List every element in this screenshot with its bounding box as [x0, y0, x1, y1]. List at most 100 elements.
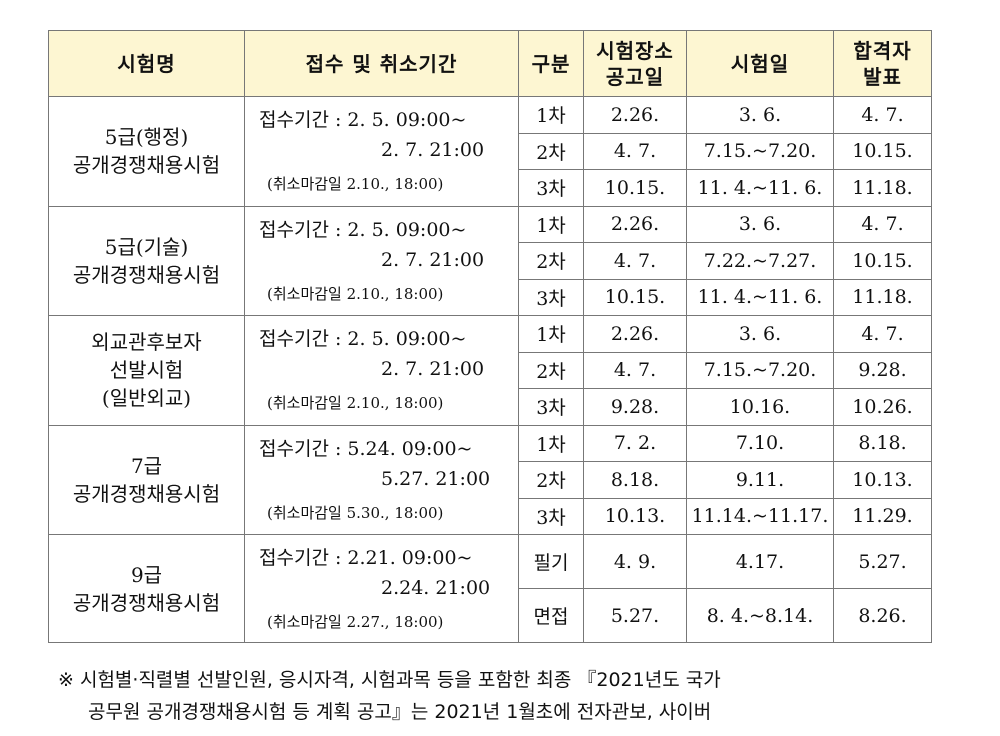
table-row: 면접 5.27. 8. 4.~8.14. 8.26.: [49, 588, 932, 643]
registration-period-cell: 접수기간 : 2. 5. 09:00~ 2. 7. 21:00 (취소마감일 2.1…: [244, 96, 519, 207]
exam-date-cell: 7.10.: [686, 424, 834, 462]
table-row: 2차 4. 7. 7.15.~7.20. 9.28.: [49, 351, 932, 389]
stage-cell: 3차: [518, 497, 584, 535]
result-date-cell: 8.26.: [833, 588, 932, 643]
exam-date-cell: 10.16.: [686, 388, 834, 426]
exam-name-line: 5급(기술): [104, 234, 189, 259]
stage-cell: 1차: [518, 424, 584, 462]
stage-cell: 면접: [518, 588, 584, 643]
venue-notice-cell: 4. 7.: [583, 132, 687, 170]
result-date-cell: 11.18.: [833, 278, 932, 316]
registration-end: 5.27. 21:00: [381, 467, 491, 490]
result-date-cell: 10.15.: [833, 132, 932, 170]
exam-name-cell: 7급 공개경쟁채용시험: [48, 424, 245, 535]
header-venue-notice: 시험장소 공고일: [583, 30, 687, 97]
table-row: 2차 4. 7. 7.22.~7.27. 10.15.: [49, 242, 932, 280]
footnote-line-2: 공무원 공개경쟁채용시험 등 계획 공고』는 2021년 1월초에 전자관보, …: [88, 701, 712, 723]
stage-cell: 2차: [518, 351, 584, 389]
exam-date-cell: 7.15.~7.20.: [686, 351, 834, 389]
registration-start: 접수기간 : 5.24. 09:00~: [259, 437, 473, 460]
footnote-line-1: ※ 시험별·직렬별 선발인원, 응시자격, 시험과목 등을 포함한 최종 『20…: [58, 669, 721, 691]
registration-start: 접수기간 : 2. 5. 09:00~: [259, 109, 467, 132]
table-row: 2차 4. 7. 7.15.~7.20. 10.15.: [49, 132, 932, 170]
exam-name-line: 외교관후보자: [91, 330, 202, 355]
venue-notice-cell: 10.15.: [583, 169, 687, 207]
exam-date-cell: 7.15.~7.20.: [686, 132, 834, 170]
header-exam-name: 시험명: [48, 30, 245, 97]
table-row: 7급 공개경쟁채용시험 접수기간 : 5.24. 09:00~ 5.27. 21:00…: [48, 424, 932, 535]
table-row: 5급(행정) 공개경쟁채용시험 접수기간 : 2. 5. 09:00~ 2. 7. 2…: [48, 96, 932, 207]
table-row: 3차 10.15. 11. 4.~11. 6. 11.18.: [49, 278, 932, 316]
result-date-cell: 11.18.: [833, 169, 932, 207]
registration-end: 2. 7. 21:00: [381, 358, 485, 381]
exam-date-cell: 3. 6.: [686, 315, 834, 353]
exam-name-line: 공개경쟁채용시험: [72, 590, 221, 615]
stage-cell: 2차: [518, 242, 584, 280]
venue-notice-cell: 2.26.: [583, 96, 687, 134]
venue-notice-cell: 10.13.: [583, 497, 687, 535]
venue-notice-cell: 2.26.: [583, 205, 687, 243]
exam-name-line: (일반외교): [101, 386, 192, 411]
exam-name-line: 공개경쟁채용시험: [72, 481, 221, 506]
registration-end: 2. 7. 21:00: [381, 139, 485, 162]
venue-notice-cell: 9.28.: [583, 388, 687, 426]
exam-name-line: 선발시험: [109, 358, 184, 383]
stage-cell: 3차: [518, 169, 584, 207]
stage-cell: 1차: [518, 205, 584, 243]
table-row: 3차 10.15. 11. 4.~11. 6. 11.18.: [49, 169, 932, 207]
registration-period-cell: 접수기간 : 2. 5. 09:00~ 2. 7. 21:00 (취소마감일 2.1…: [244, 315, 519, 426]
registration-start: 접수기간 : 2. 5. 09:00~: [259, 218, 467, 241]
exam-date-cell: 11.14.~11.17.: [686, 497, 834, 535]
result-date-cell: 9.28.: [833, 351, 932, 389]
result-date-cell: 4. 7.: [833, 205, 932, 243]
registration-period-cell: 접수기간 : 2. 5. 09:00~ 2. 7. 21:00 (취소마감일 2.1…: [244, 205, 519, 316]
stage-cell: 1차: [518, 96, 584, 134]
footnote: ※ 시험별·직렬별 선발인원, 응시자격, 시험과목 등을 포함한 최종 『20…: [58, 664, 938, 728]
exam-name-cell: 5급(행정) 공개경쟁채용시험: [48, 96, 245, 207]
exam-date-cell: 3. 6.: [686, 96, 834, 134]
exam-name-line: 공개경쟁채용시험: [72, 262, 221, 287]
result-date-cell: 10.15.: [833, 242, 932, 280]
cancel-deadline: (취소마감일 2.10., 18:00): [267, 394, 444, 413]
stage-cell: 2차: [518, 132, 584, 170]
venue-notice-cell: 4. 9.: [583, 534, 687, 589]
cancel-deadline: (취소마감일 2.10., 18:00): [267, 175, 444, 194]
exam-date-cell: 11. 4.~11. 6.: [686, 278, 834, 316]
stage-cell: 1차: [518, 315, 584, 353]
venue-notice-cell: 8.18.: [583, 461, 687, 499]
exam-name-line: 공개경쟁채용시험: [72, 153, 221, 178]
cancel-deadline: (취소마감일 5.30., 18:00): [267, 503, 444, 522]
header-stage: 구분: [518, 30, 584, 97]
exam-name-cell: 5급(기술) 공개경쟁채용시험: [48, 205, 245, 316]
exam-name-line: 5급(행정): [104, 125, 189, 150]
table-row: 2차 8.18. 9.11. 10.13.: [49, 461, 932, 499]
result-date-cell: 5.27.: [833, 534, 932, 589]
venue-notice-cell: 2.26.: [583, 315, 687, 353]
registration-end: 2.24. 21:00: [381, 576, 491, 599]
venue-notice-cell: 10.15.: [583, 278, 687, 316]
exam-date-cell: 8. 4.~8.14.: [686, 588, 834, 643]
exam-date-cell: 9.11.: [686, 461, 834, 499]
result-date-cell: 10.13.: [833, 461, 932, 499]
result-date-cell: 11.29.: [833, 497, 932, 535]
registration-end: 2. 7. 21:00: [381, 248, 485, 271]
header-row: 시험명 접수 및 취소기간 구분 시험장소 공고일 시험일 합격자 발표: [48, 30, 932, 97]
stage-cell: 필기: [518, 534, 584, 589]
result-date-cell: 4. 7.: [833, 315, 932, 353]
exam-date-cell: 4.17.: [686, 534, 834, 589]
result-date-cell: 10.26.: [833, 388, 932, 426]
table-row: 9급 공개경쟁채용시험 접수기간 : 2.21. 09:00~ 2.24. 21:00…: [48, 534, 932, 643]
cancel-deadline: (취소마감일 2.10., 18:00): [267, 284, 444, 303]
registration-period-cell: 접수기간 : 2.21. 09:00~ 2.24. 21:00 (취소마감일 2.2…: [244, 534, 519, 643]
venue-notice-cell: 7. 2.: [583, 424, 687, 462]
exam-date-cell: 7.22.~7.27.: [686, 242, 834, 280]
result-date-cell: 4. 7.: [833, 96, 932, 134]
header-exam-date: 시험일: [686, 30, 834, 97]
venue-notice-cell: 4. 7.: [583, 242, 687, 280]
table-row: 5급(기술) 공개경쟁채용시험 접수기간 : 2. 5. 09:00~ 2. 7. 2…: [48, 205, 932, 316]
cancel-deadline: (취소마감일 2.27., 18:00): [267, 612, 444, 631]
header-period: 접수 및 취소기간: [244, 30, 519, 97]
stage-cell: 2차: [518, 461, 584, 499]
registration-period-cell: 접수기간 : 5.24. 09:00~ 5.27. 21:00 (취소마감일 5.3…: [244, 424, 519, 535]
